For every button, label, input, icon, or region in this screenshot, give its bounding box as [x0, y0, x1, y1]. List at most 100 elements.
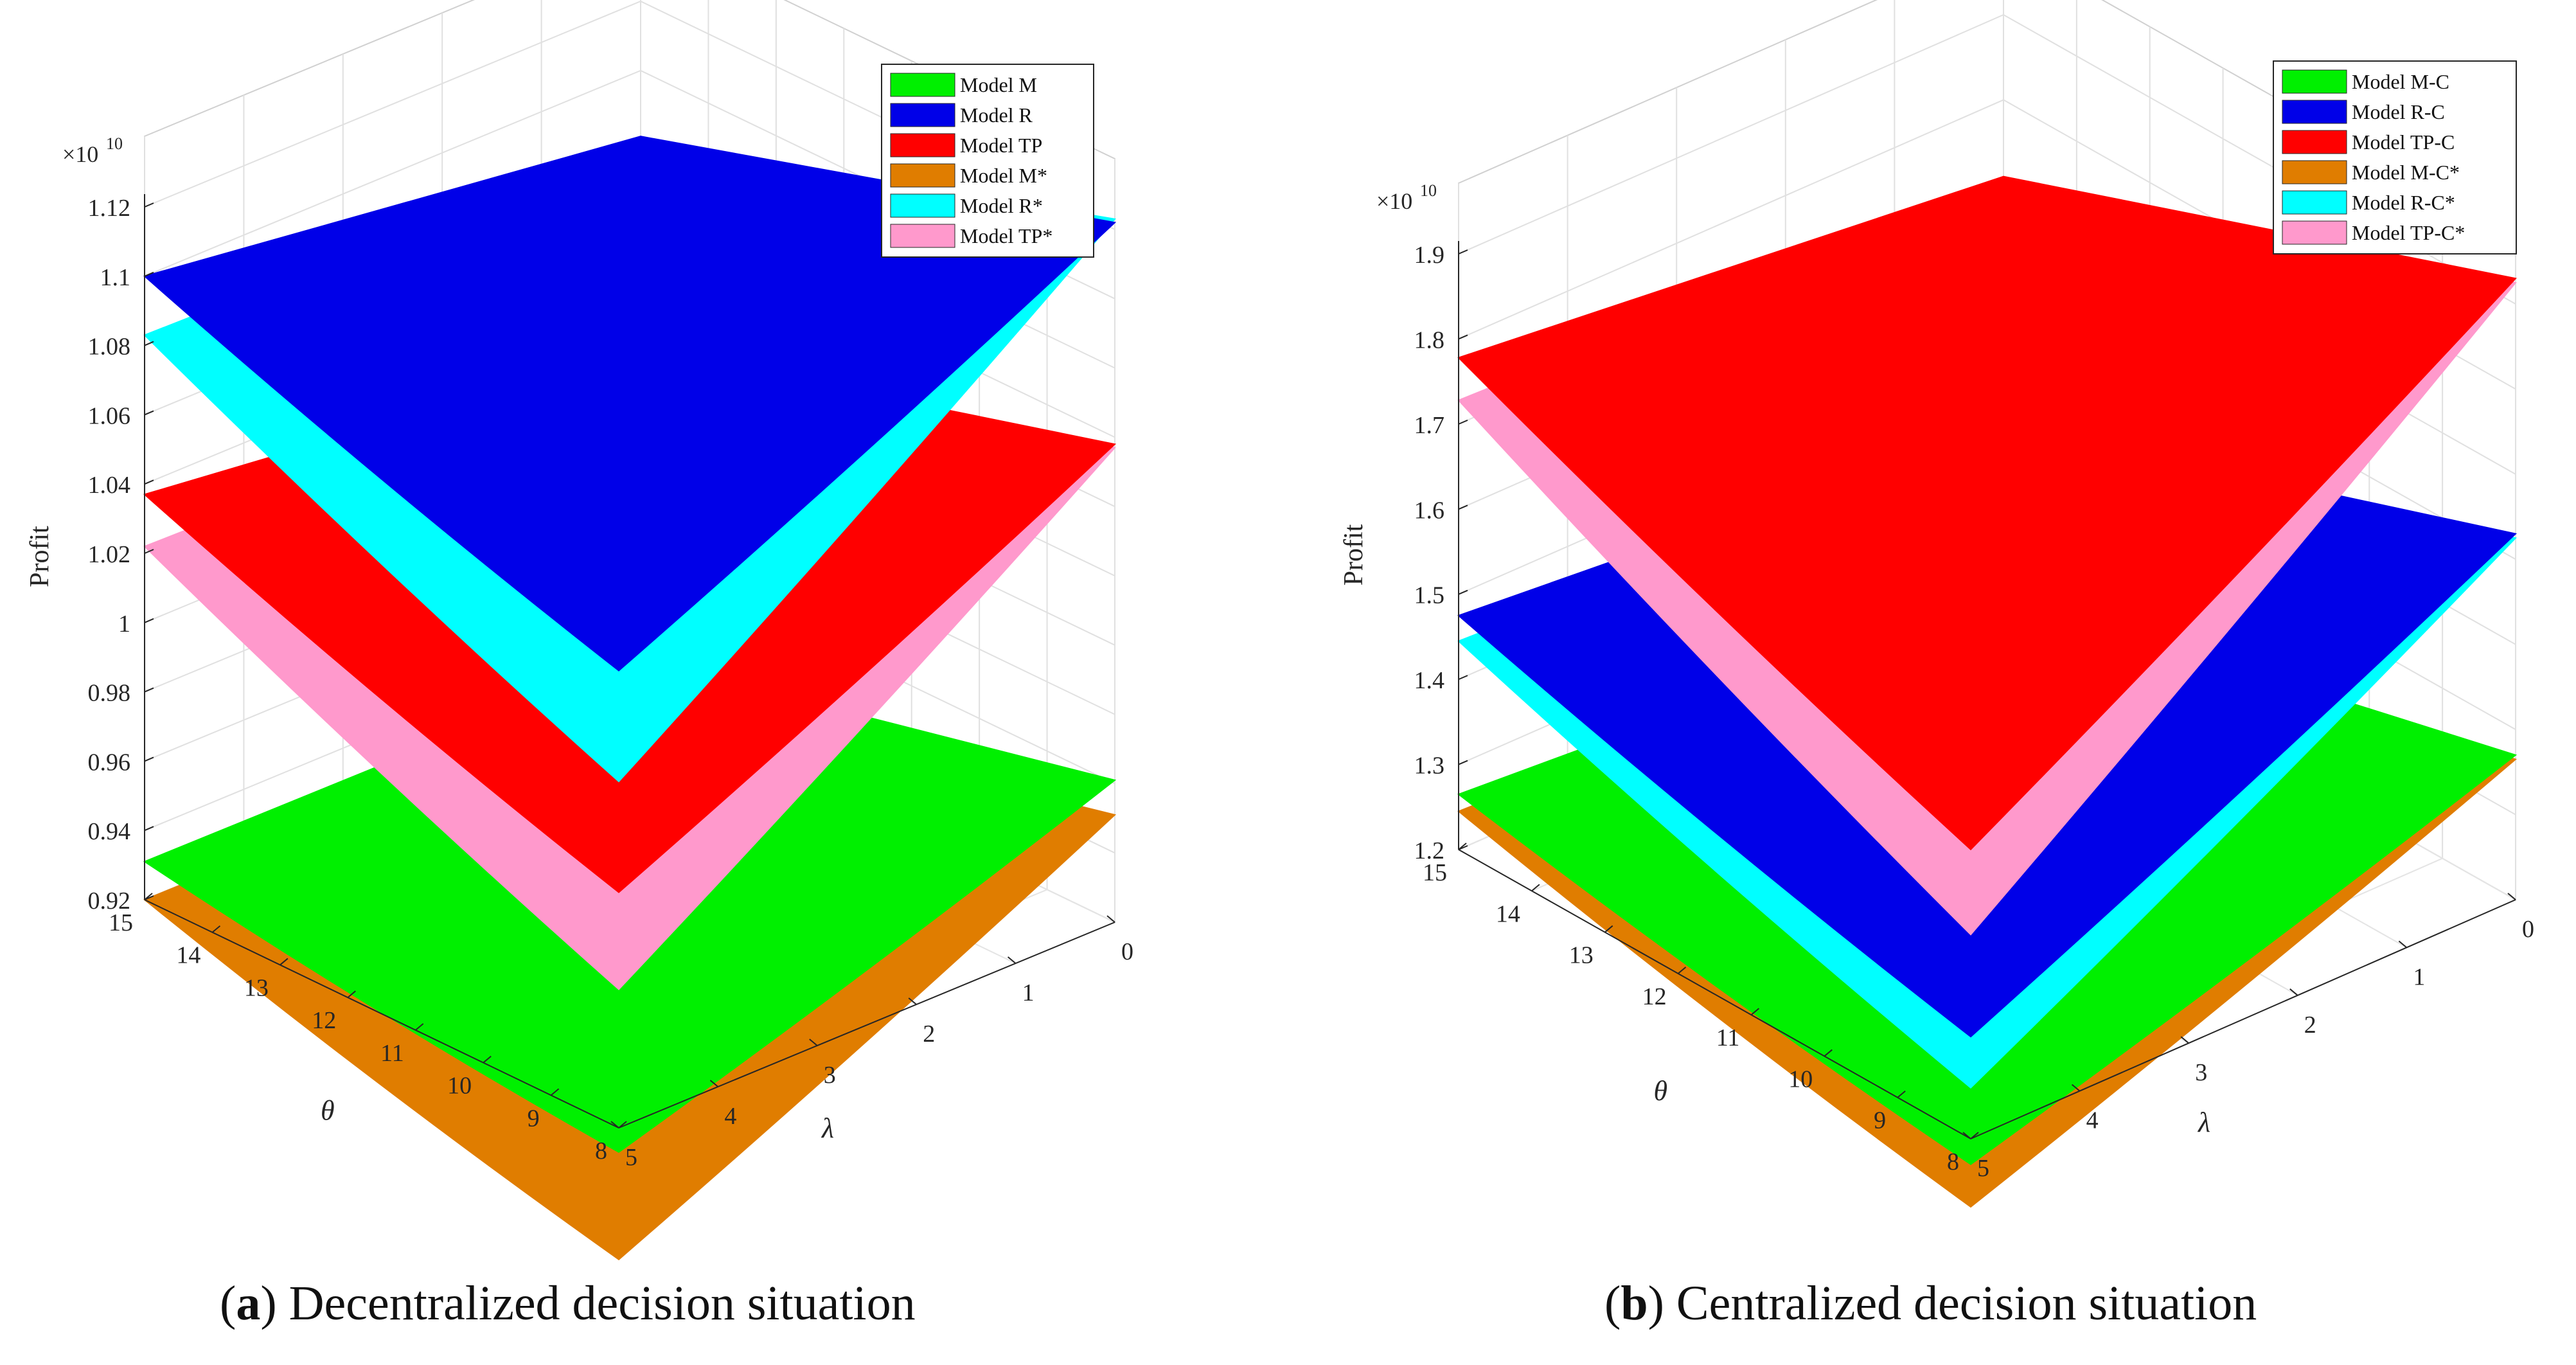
z-tick-mark: [144, 341, 154, 346]
lambda-tick-mark: [1007, 956, 1017, 964]
lambda-tick-label: 4: [724, 1103, 736, 1130]
lambda-axis-line: [1970, 899, 2516, 1139]
lambda-tick-label: 1: [1022, 979, 1035, 1006]
z-tick-label: 1.2: [1414, 837, 1445, 864]
theta-tick-label: 12: [1642, 983, 1667, 1010]
z-tick-mark: [144, 410, 154, 416]
theta-tick-mark: [1604, 925, 1613, 933]
lambda-tick-label: 2: [923, 1021, 935, 1048]
z-tick-label: 0.92: [88, 888, 131, 914]
theta-tick-label: 15: [1423, 859, 1447, 886]
theta-axis-label: θ: [321, 1095, 335, 1127]
z-tick-mark: [144, 826, 154, 832]
legend-entry-label: Model R*: [960, 194, 1043, 217]
z-tick-label: 0.98: [88, 680, 131, 707]
lambda-tick-label: 4: [2086, 1107, 2099, 1134]
lambda-axis-line: [618, 922, 1115, 1129]
legend-entry-label: Model R-C*: [2352, 191, 2455, 214]
z-tick-label: 1: [118, 611, 130, 638]
chart-panel-a: 0.92 0.94 0.96 0.98 1 1.02 1.04 1.06 1.08 1.1 1.12…: [25, 0, 1133, 1261]
surface-model-tp-c: [1457, 175, 2517, 851]
z-tick-mark: [1458, 249, 1468, 254]
z-tick-label: 1.6: [1414, 497, 1445, 524]
theta-tick-mark: [1458, 843, 1467, 850]
theta-axis-label: θ: [1654, 1075, 1668, 1107]
theta-tick-label: 15: [109, 909, 133, 936]
lambda-tick-mark: [809, 1039, 818, 1046]
legend-swatch: [890, 163, 955, 188]
lambda-tick-mark: [610, 1121, 619, 1129]
lambda-tick-mark: [2507, 893, 2516, 900]
legend-entry-label: Model TP-C*: [2352, 221, 2465, 244]
theta-tick-label: 9: [1874, 1107, 1886, 1134]
theta-tick-mark: [483, 1055, 492, 1064]
legend-entry-label: Model R-C: [2352, 100, 2445, 123]
theta-tick-label: 14: [176, 942, 200, 969]
theta-tick-label: 10: [1788, 1066, 1813, 1093]
z-tick-label: 1.7: [1414, 412, 1445, 439]
z-tick-label: 1.3: [1414, 753, 1445, 780]
legend-swatch: [2282, 220, 2347, 245]
theta-tick-mark: [1824, 1049, 1833, 1057]
z-tick-label: 1.1: [100, 264, 131, 291]
z-tick-mark: [1458, 675, 1468, 681]
legend-entry-label: Model M-C: [2352, 70, 2449, 93]
legend-swatch: [2282, 130, 2347, 154]
lambda-tick-label: 5: [1977, 1155, 1989, 1182]
legend-swatch: [2282, 160, 2347, 184]
theta-tick-mark: [415, 1023, 424, 1031]
lambda-tick-mark: [2180, 1036, 2189, 1044]
z-tick-label: 1.5: [1414, 582, 1445, 609]
z-tick-label: 0.96: [88, 749, 131, 776]
z-tick-label: 0.94: [88, 818, 131, 845]
z-tick-label: 1.4: [1414, 667, 1445, 694]
z-tick-label: 1.8: [1414, 326, 1445, 353]
lambda-axis-label: λ: [2197, 1107, 2210, 1138]
z-tick-mark: [144, 756, 154, 762]
legend-swatch: [890, 103, 955, 127]
z-exponent-label: ×10: [1376, 188, 1412, 214]
caption-b: (b) Centralized decision situation: [1604, 1276, 2257, 1330]
z-tick-mark: [1458, 334, 1468, 340]
legend: Model M-C Model R-C Model TP-C Model M-C* Mo…: [2273, 60, 2517, 254]
z-tick-label: 1.12: [88, 195, 131, 222]
axes: 0.92 0.94 0.96 0.98 1 1.02 1.04 1.06 1.08 1.1 1.12…: [25, 134, 1133, 1171]
lambda-tick-label: 0: [2522, 916, 2534, 943]
z-tick-mark: [1458, 589, 1468, 595]
z-tick-mark: [144, 687, 154, 693]
surfaces: [1457, 175, 2518, 1208]
z-axis-label: Profit: [1339, 524, 1369, 585]
z-tick-mark: [1458, 504, 1468, 510]
theta-tick-mark: [1531, 884, 1540, 892]
z-tick-mark: [1458, 419, 1468, 425]
theta-tick-label: 8: [1947, 1148, 1959, 1175]
caption-a-letter: a: [236, 1276, 261, 1330]
z-exponent-power: 10: [1420, 181, 1437, 200]
lambda-tick-mark: [2398, 940, 2408, 949]
legend-entry-label: Model TP-C: [2352, 130, 2455, 154]
legend-entry-label: Model M*: [960, 164, 1047, 187]
z-tick-mark: [144, 549, 154, 554]
legend-entry-label: Model M: [960, 73, 1037, 96]
caption-b-text: Centralized decision situation: [1676, 1276, 2257, 1330]
lambda-tick-label: 3: [824, 1062, 836, 1089]
theta-tick-mark: [211, 925, 221, 933]
theta-tick-mark: [1750, 1008, 1760, 1015]
theta-axis-line: [144, 899, 619, 1129]
z-axis-label: Profit: [25, 526, 55, 587]
z-exponent-label: ×10: [62, 141, 98, 167]
legend-entry-label: Model TP*: [960, 224, 1053, 247]
caption-a: (a) Decentralized decision situation: [220, 1276, 916, 1330]
lambda-tick-label: 3: [2195, 1059, 2207, 1086]
lambda-tick-mark: [908, 997, 917, 1005]
theta-tick-label: 9: [528, 1105, 540, 1132]
theta-tick-label: 10: [447, 1073, 472, 1100]
z-exponent-power: 10: [106, 134, 123, 153]
theta-tick-label: 11: [1716, 1024, 1740, 1051]
lambda-tick-mark: [709, 1080, 719, 1087]
theta-axis-line: [1458, 849, 1971, 1139]
theta-tick-mark: [1677, 967, 1687, 974]
lambda-tick-label: 5: [625, 1144, 637, 1171]
z-tick-label: 1.06: [88, 402, 131, 429]
theta-tick-label: 11: [380, 1040, 404, 1067]
